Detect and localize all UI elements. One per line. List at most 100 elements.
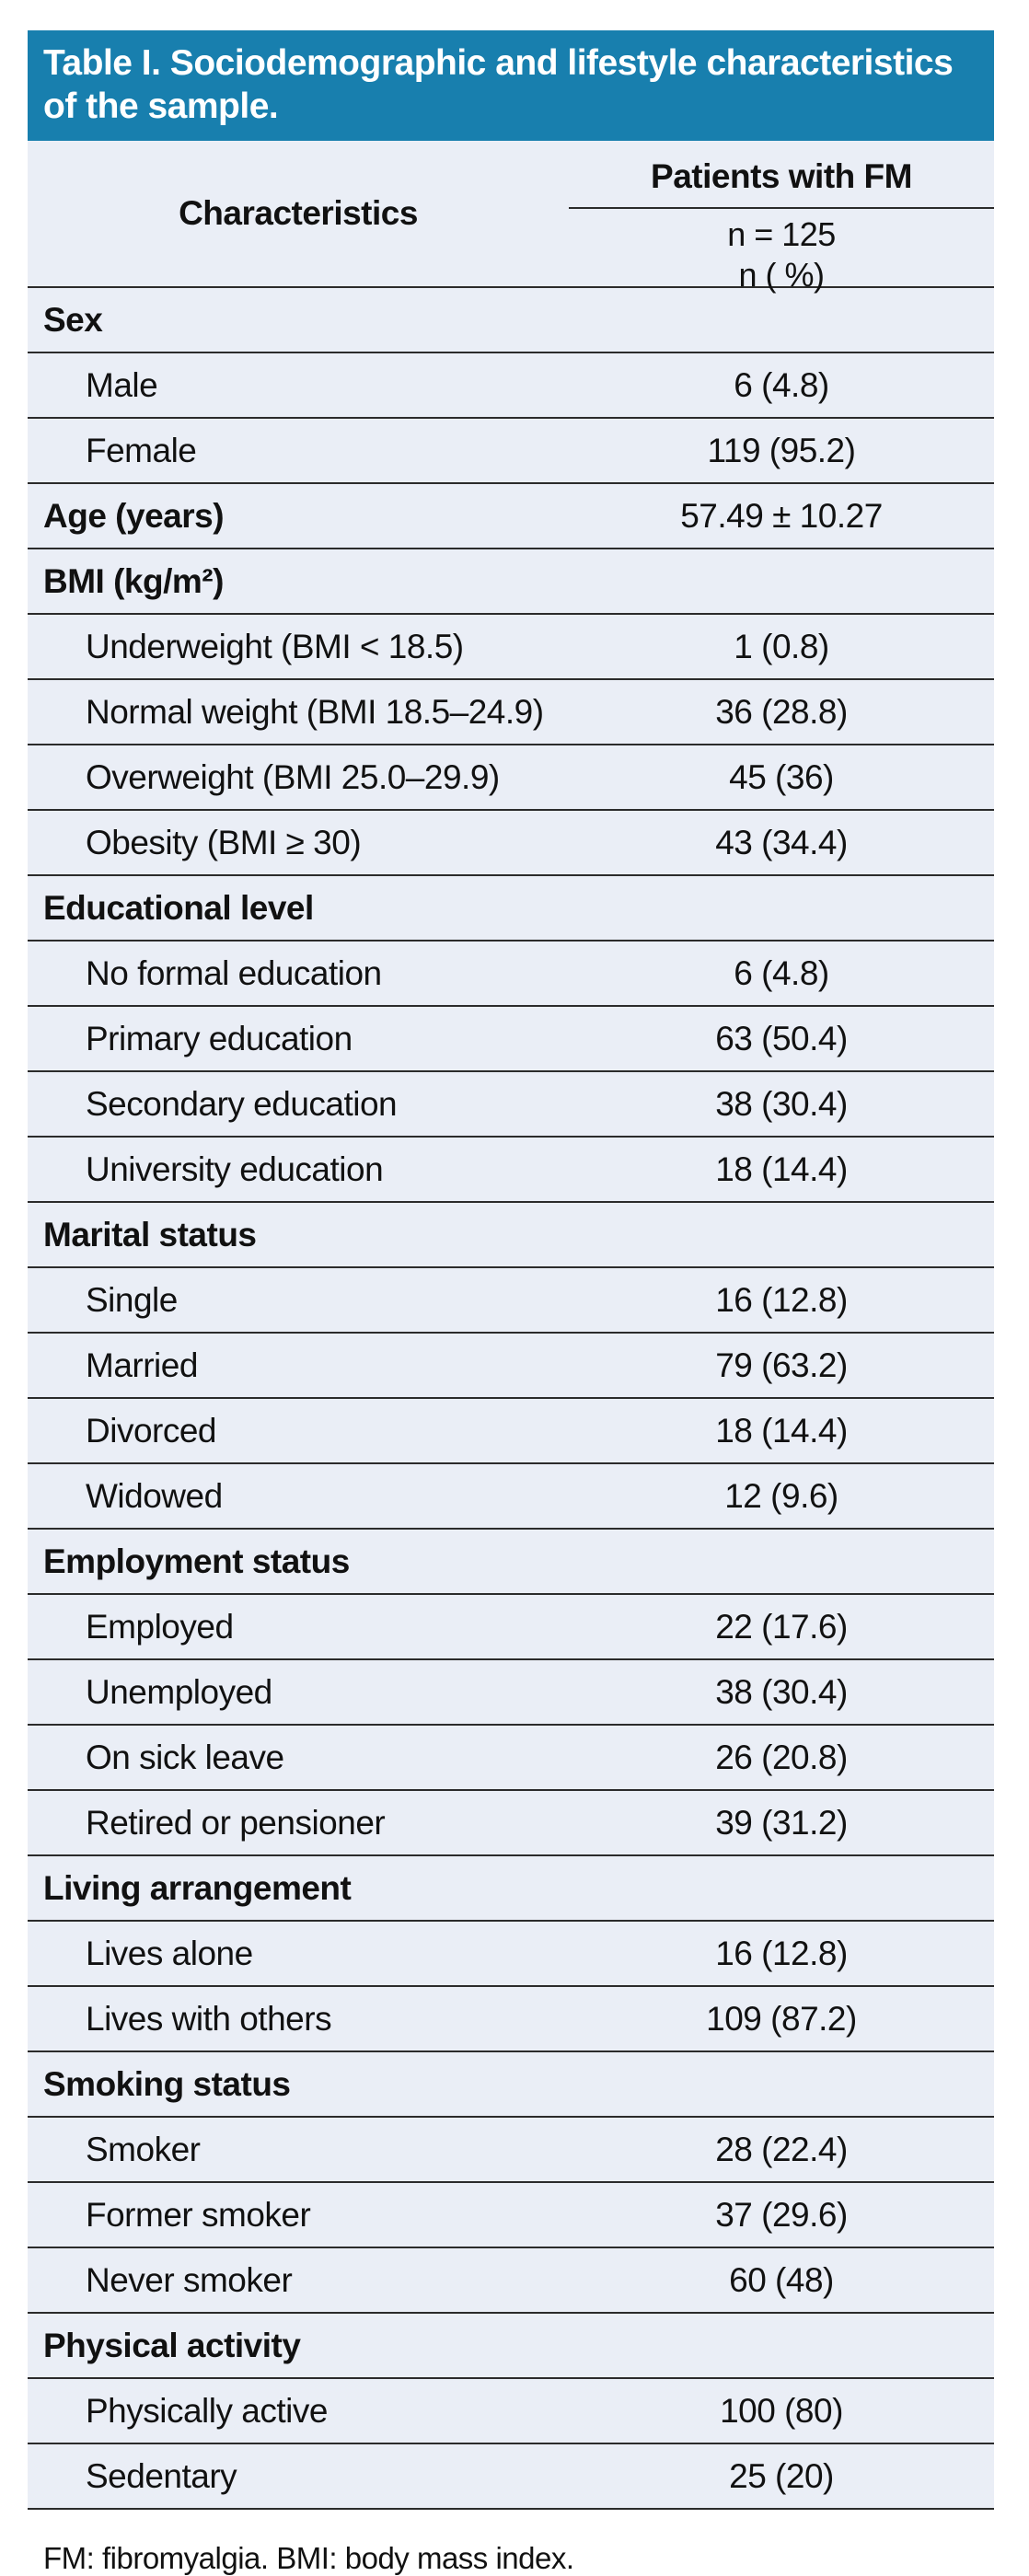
item-row: On sick leave 26 (20.8) — [28, 1724, 994, 1789]
row-label: BMI (kg/m²) — [43, 561, 224, 600]
row-value: 37 (29.6) — [715, 2195, 848, 2234]
item-row: Secondary education 38 (30.4) — [28, 1070, 994, 1136]
row-value: 1 (0.8) — [734, 627, 829, 665]
table-title: Table I. Sociodemographic and lifestyle … — [28, 30, 994, 141]
row-label: Sedentary — [86, 2456, 237, 2495]
row-value: 6 (4.8) — [734, 953, 829, 992]
row-label: Single — [86, 1280, 178, 1319]
section-row: BMI (kg/m²) — [28, 548, 994, 613]
row-label: Smoker — [86, 2130, 201, 2168]
row-value: 28 (22.4) — [715, 2130, 848, 2168]
item-row: Never smoker 60 (48) — [28, 2247, 994, 2312]
row-value: 57.49 ± 10.27 — [680, 496, 883, 535]
row-label: Primary education — [86, 1019, 353, 1057]
row-value: 25 (20) — [729, 2456, 834, 2495]
row-value: 60 (48) — [729, 2260, 834, 2299]
item-row: Former smoker 37 (29.6) — [28, 2181, 994, 2247]
row-value: 79 (63.2) — [715, 1346, 848, 1384]
row-label: No formal education — [86, 953, 382, 992]
row-label: Obesity (BMI ≥ 30) — [86, 823, 362, 861]
row-label: Marital status — [43, 1215, 257, 1253]
row-label: Employment status — [43, 1542, 350, 1580]
row-value: 16 (12.8) — [715, 1934, 848, 1972]
row-label: Educational level — [43, 888, 314, 927]
item-row: University education 18 (14.4) — [28, 1136, 994, 1201]
item-row: Underweight (BMI < 18.5) 1 (0.8) — [28, 613, 994, 678]
row-label: Lives with others — [86, 1999, 332, 2038]
item-row: Unemployed 38 (30.4) — [28, 1658, 994, 1724]
row-label: Unemployed — [86, 1672, 272, 1711]
column-header-sample-size: n = 125 n ( %) — [569, 209, 994, 295]
row-value: 39 (31.2) — [715, 1803, 848, 1842]
row-label: Normal weight (BMI 18.5–24.9) — [86, 692, 544, 731]
column-header-characteristics: Characteristics — [179, 194, 418, 232]
row-label: On sick leave — [86, 1738, 284, 1776]
item-row: Married 79 (63.2) — [28, 1332, 994, 1397]
row-label: Sex — [43, 300, 103, 339]
row-label: Underweight (BMI < 18.5) — [86, 627, 464, 665]
column-header-patients-with-fm: Patients with FM — [569, 150, 994, 209]
row-label: Smoking status — [43, 2064, 291, 2103]
item-row: Retired or pensioner 39 (31.2) — [28, 1789, 994, 1854]
row-value: 38 (30.4) — [715, 1084, 848, 1123]
row-label: Age (years) — [43, 496, 225, 535]
section-row: Employment status — [28, 1528, 994, 1593]
row-label: Secondary education — [86, 1084, 398, 1123]
section-row: Physical activity — [28, 2312, 994, 2377]
section-row: Smoking status — [28, 2050, 994, 2116]
row-value: 18 (14.4) — [715, 1149, 848, 1188]
row-label: Married — [86, 1346, 198, 1384]
item-row: Smoker 28 (22.4) — [28, 2116, 994, 2181]
item-row: Lives alone 16 (12.8) — [28, 1920, 994, 1985]
item-row: Obesity (BMI ≥ 30) 43 (34.4) — [28, 809, 994, 874]
row-value: 18 (14.4) — [715, 1411, 848, 1450]
section-row: Marital status — [28, 1201, 994, 1266]
stat-row: Age (years) 57.49 ± 10.27 — [28, 482, 994, 548]
row-value: 43 (34.4) — [715, 823, 848, 861]
item-row: Single 16 (12.8) — [28, 1266, 994, 1332]
row-value: 36 (28.8) — [715, 692, 848, 731]
item-row: Overweight (BMI 25.0–29.9) 45 (36) — [28, 744, 994, 809]
table-container: Table I. Sociodemographic and lifestyle … — [28, 30, 994, 2576]
sample-size-unit: n ( %) — [738, 256, 825, 294]
item-row: Physically active 100 (80) — [28, 2377, 994, 2443]
item-row: No formal education 6 (4.8) — [28, 940, 994, 1005]
row-label: Widowed — [86, 1476, 223, 1515]
row-value: 16 (12.8) — [715, 1280, 848, 1319]
item-row: Male 6 (4.8) — [28, 352, 994, 417]
item-row: Divorced 18 (14.4) — [28, 1397, 994, 1462]
row-label: Divorced — [86, 1411, 217, 1450]
row-label: Female — [86, 431, 197, 469]
row-label: Employed — [86, 1607, 234, 1646]
item-row: Female 119 (95.2) — [28, 417, 994, 482]
row-label: Lives alone — [86, 1934, 253, 1972]
item-row: Lives with others 109 (87.2) — [28, 1985, 994, 2050]
item-row: Primary education 63 (50.4) — [28, 1005, 994, 1070]
row-value: 6 (4.8) — [734, 365, 829, 404]
row-value: 38 (30.4) — [715, 1672, 848, 1711]
row-label: Living arrangement — [43, 1868, 352, 1907]
row-value: 100 (80) — [720, 2391, 843, 2430]
row-label: Retired or pensioner — [86, 1803, 386, 1842]
row-label: Former smoker — [86, 2195, 311, 2234]
row-value: 63 (50.4) — [715, 1019, 848, 1057]
sample-size-n: n = 125 — [727, 215, 836, 253]
row-value: 45 (36) — [729, 757, 834, 796]
row-label: University education — [86, 1149, 384, 1188]
row-value: 26 (20.8) — [715, 1738, 848, 1776]
row-label: Physically active — [86, 2391, 328, 2430]
row-label: Never smoker — [86, 2260, 293, 2299]
table-rows: Sex Male 6 (4.8) Female 119 (95.2) Age (years… — [28, 286, 994, 2510]
row-value: 12 (9.6) — [724, 1476, 838, 1515]
row-label: Physical activity — [43, 2326, 301, 2364]
table-footnote: FM: fibromyalgia. BMI: body mass index. — [43, 2541, 574, 2575]
row-label: Male — [86, 365, 158, 404]
table-header-row: Characteristics Patients with FM n = 125… — [28, 141, 994, 294]
item-row: Widowed 12 (9.6) — [28, 1462, 994, 1528]
section-row: Living arrangement — [28, 1854, 994, 1920]
section-row: Sex — [28, 286, 994, 352]
section-row: Educational level — [28, 874, 994, 940]
row-value: 22 (17.6) — [715, 1607, 848, 1646]
row-value: 119 (95.2) — [707, 431, 856, 469]
column-header-patients-group: Patients with FM n = 125 n ( %) — [569, 141, 994, 294]
